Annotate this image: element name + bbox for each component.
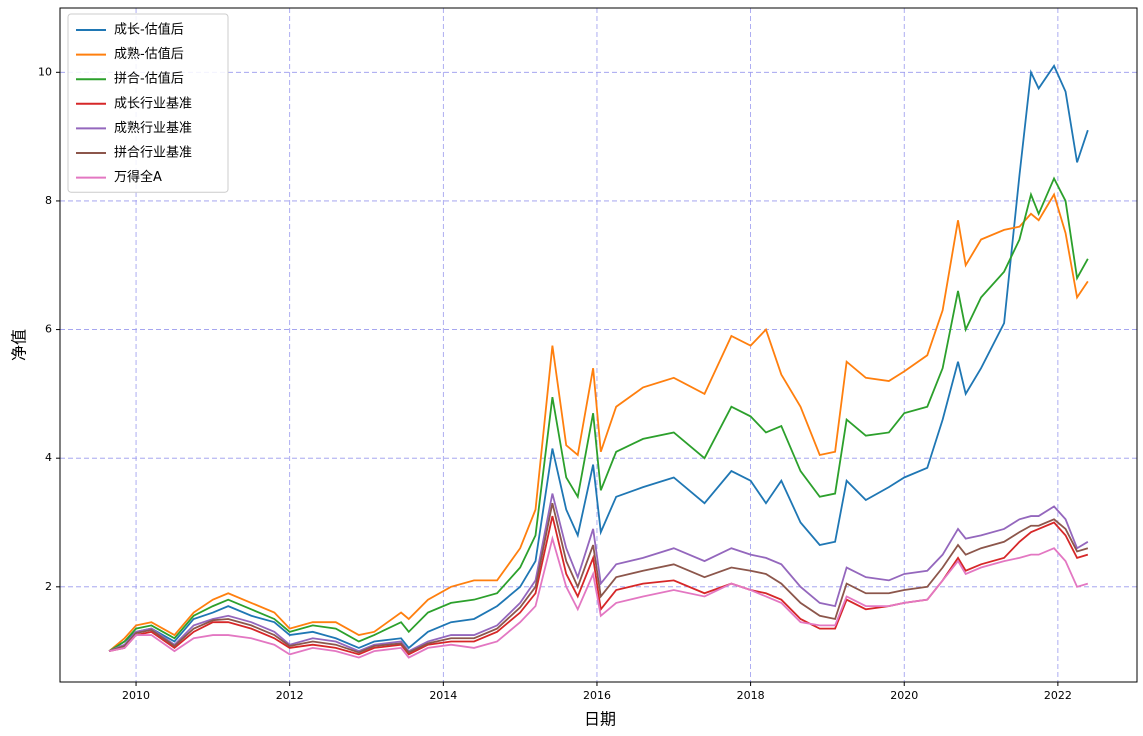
legend-label: 拼合行业基准 — [114, 146, 192, 161]
x-tick-label: 2010 — [122, 689, 150, 702]
legend-label: 万得全A — [114, 169, 162, 185]
series-line — [108, 493, 1089, 653]
x-tick-label: 2014 — [429, 689, 457, 702]
series-line — [108, 503, 1089, 654]
legend-box — [67, 13, 229, 193]
legend-label: 成长-估值后 — [114, 22, 184, 38]
y-tick-label: 8 — [45, 194, 52, 207]
y-axis-label: 净值 — [10, 329, 29, 361]
y-tick-label: 4 — [45, 451, 52, 464]
legend-label: 成熟-估值后 — [114, 46, 184, 62]
y-tick-label: 6 — [45, 323, 52, 336]
series-line — [108, 535, 1089, 659]
x-tick-label: 2016 — [583, 689, 611, 702]
x-axis-label: 日期 — [584, 710, 616, 729]
legend-label: 成熟行业基准 — [114, 120, 192, 136]
series-line — [108, 176, 1089, 652]
y-tick-label: 10 — [38, 65, 52, 78]
x-tick-label: 2022 — [1044, 689, 1072, 702]
y-tick-label: 2 — [45, 580, 52, 593]
legend-label: 拼合-估值后 — [114, 71, 184, 87]
x-tick-label: 2018 — [737, 689, 765, 702]
legend-label: 成长行业基准 — [114, 96, 192, 111]
x-tick-label: 2012 — [276, 689, 304, 702]
series-line — [108, 192, 1089, 652]
series-line — [108, 64, 1089, 652]
plot-frame — [59, 7, 1138, 683]
x-tick-label: 2020 — [890, 689, 918, 702]
series-line — [108, 515, 1089, 656]
